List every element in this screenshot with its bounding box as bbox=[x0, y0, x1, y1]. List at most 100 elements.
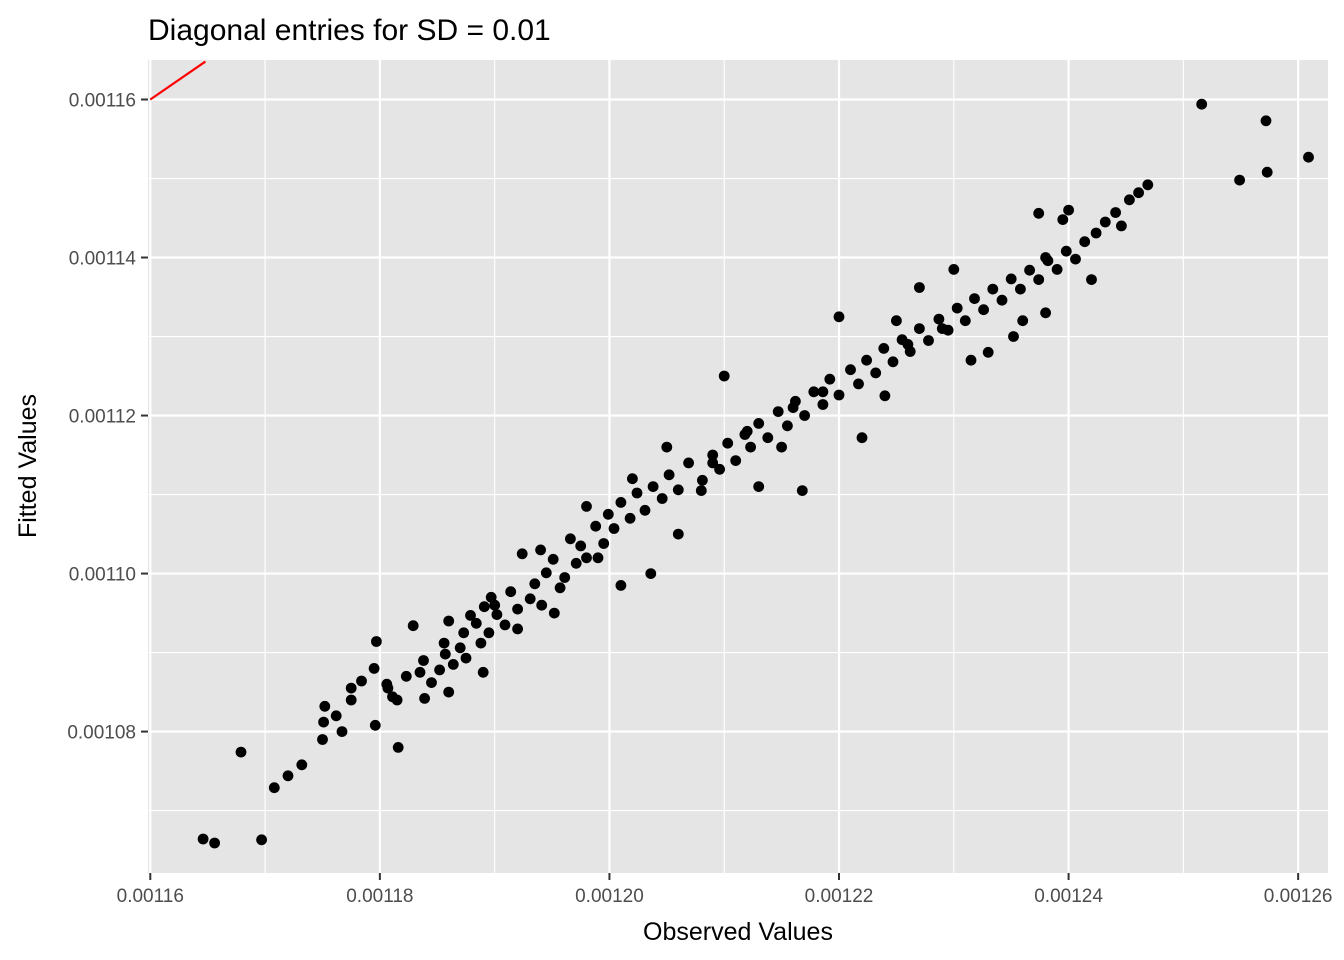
data-point bbox=[833, 389, 845, 401]
data-point bbox=[547, 553, 559, 565]
data-point bbox=[824, 373, 836, 385]
data-point bbox=[491, 609, 503, 620]
data-point bbox=[722, 437, 734, 449]
data-point bbox=[914, 282, 925, 293]
data-point bbox=[951, 302, 963, 314]
data-point bbox=[1033, 274, 1045, 285]
data-point bbox=[707, 449, 719, 461]
data-point bbox=[477, 666, 489, 678]
data-point bbox=[581, 552, 592, 564]
data-point bbox=[996, 294, 1008, 306]
data-point bbox=[454, 642, 466, 654]
data-point bbox=[615, 497, 627, 508]
data-point bbox=[978, 304, 989, 316]
data-point bbox=[661, 441, 673, 453]
data-point bbox=[745, 441, 756, 453]
data-point bbox=[602, 508, 614, 520]
data-point bbox=[856, 432, 868, 444]
data-point bbox=[933, 313, 945, 325]
data-point bbox=[465, 610, 476, 621]
data-point bbox=[536, 599, 548, 611]
data-point bbox=[969, 293, 980, 304]
data-point bbox=[438, 637, 450, 649]
data-point bbox=[235, 746, 247, 758]
data-point bbox=[887, 356, 899, 368]
data-point bbox=[878, 343, 890, 354]
data-point bbox=[1040, 307, 1051, 319]
data-point bbox=[718, 370, 730, 382]
y-tick-label: 0.00110 bbox=[69, 565, 136, 586]
data-point bbox=[483, 627, 495, 639]
data-point bbox=[296, 759, 308, 771]
data-point bbox=[948, 264, 960, 275]
data-point bbox=[470, 617, 482, 629]
data-point bbox=[559, 572, 571, 583]
data-point bbox=[419, 693, 430, 704]
data-point bbox=[695, 485, 707, 496]
data-point bbox=[753, 418, 765, 429]
data-point bbox=[1033, 207, 1045, 219]
data-point bbox=[581, 501, 592, 512]
reference-line bbox=[149, 60, 207, 101]
data-point bbox=[663, 469, 675, 481]
x-tick-label: 0.00122 bbox=[805, 886, 874, 907]
data-point bbox=[1079, 236, 1091, 248]
data-point bbox=[936, 323, 948, 334]
data-point bbox=[590, 520, 602, 532]
data-point bbox=[808, 386, 820, 398]
data-point bbox=[1024, 264, 1035, 276]
data-point bbox=[570, 557, 582, 569]
data-point bbox=[512, 603, 523, 615]
data-point bbox=[458, 627, 470, 639]
data-point bbox=[608, 523, 620, 534]
data-point bbox=[391, 694, 403, 706]
data-point bbox=[1040, 252, 1051, 263]
data-point bbox=[197, 833, 209, 845]
data-point bbox=[505, 586, 517, 598]
x-tick-label: 0.00116 bbox=[117, 886, 184, 907]
data-point bbox=[1051, 264, 1063, 275]
data-point bbox=[707, 457, 719, 469]
data-point bbox=[434, 664, 445, 676]
data-point bbox=[256, 834, 267, 846]
reference-line-layer bbox=[149, 60, 207, 101]
data-point bbox=[1070, 253, 1081, 265]
data-point bbox=[1090, 227, 1102, 239]
data-point bbox=[1099, 216, 1111, 228]
data-point bbox=[439, 648, 451, 660]
data-point bbox=[392, 742, 404, 753]
data-point bbox=[209, 837, 221, 849]
data-point bbox=[414, 666, 426, 678]
data-point bbox=[336, 726, 348, 737]
data-point bbox=[965, 354, 977, 366]
data-point bbox=[1005, 273, 1017, 285]
data-point bbox=[776, 441, 787, 453]
data-point bbox=[879, 390, 891, 402]
data-point bbox=[923, 335, 934, 346]
data-point bbox=[548, 607, 560, 619]
data-point bbox=[683, 457, 694, 469]
data-point bbox=[853, 378, 864, 390]
data-point bbox=[1116, 220, 1127, 232]
data-point bbox=[799, 410, 810, 421]
data-point bbox=[356, 675, 367, 687]
data-point bbox=[1234, 174, 1245, 186]
data-point bbox=[1133, 187, 1144, 199]
data-point bbox=[382, 682, 394, 694]
data-point bbox=[870, 367, 882, 379]
data-point bbox=[499, 619, 511, 631]
data-point bbox=[475, 637, 487, 649]
chart-title: Diagonal entries for SD = 0.01 bbox=[148, 14, 551, 47]
data-point bbox=[741, 425, 753, 437]
data-point bbox=[592, 552, 604, 564]
data-point bbox=[1110, 207, 1121, 218]
data-points bbox=[197, 98, 1314, 849]
data-point bbox=[345, 682, 357, 694]
data-point bbox=[516, 548, 528, 560]
data-point bbox=[330, 710, 342, 722]
data-point bbox=[845, 364, 856, 376]
data-point bbox=[1063, 204, 1074, 216]
x-axis: 0.00116 0.00118 0.00120 0.00122 0.00124 0.001… bbox=[117, 873, 1332, 907]
data-point bbox=[645, 568, 657, 579]
